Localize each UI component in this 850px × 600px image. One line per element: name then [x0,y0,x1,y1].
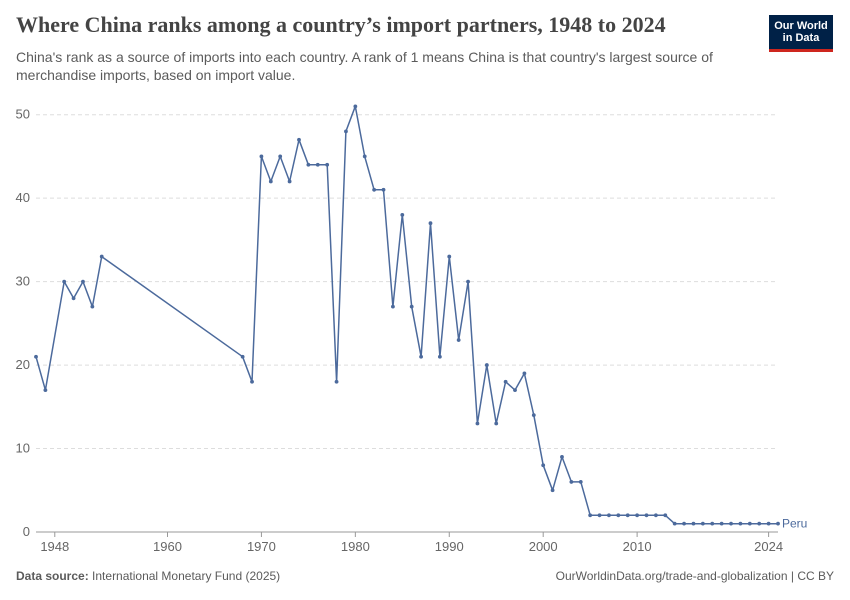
data-source-text[interactable]: International Monetary Fund (2025) [92,569,281,583]
data-point [344,129,348,134]
data-point [456,338,461,342]
data-point [597,513,602,518]
x-tick-label: 2024 [754,539,783,554]
data-point [522,371,527,376]
data-point [616,513,621,518]
data-point [766,521,771,526]
data-point [672,521,677,526]
x-tick-label: 1990 [435,539,464,554]
data-point [635,513,640,518]
data-point [428,221,433,226]
data-point [578,480,583,484]
data-point [419,354,423,359]
data-point [710,521,715,526]
data-point [776,521,780,526]
data-point [250,379,254,384]
data-point [484,363,489,367]
chart-subtitle: China's rank as a source of imports into… [16,49,713,83]
data-point [747,521,752,526]
data-point [278,154,283,159]
data-point [569,480,574,484]
data-point [466,279,470,284]
x-tick-label: 2000 [529,539,558,554]
data-point [334,379,339,384]
data-point [297,137,301,142]
logo-line-2: in Data [782,32,820,44]
x-tick-label: 2010 [623,539,652,554]
data-point [607,513,611,518]
data-point [757,521,762,526]
data-point [588,513,593,518]
owid-logo[interactable]: Our World in Data [769,15,833,52]
y-tick-label: 10 [16,441,30,456]
x-tick-label: 1948 [40,539,69,554]
data-point [268,179,273,184]
data-point [663,513,668,518]
data-point [560,454,564,459]
data-point [691,521,696,526]
y-tick-label: 50 [16,107,30,122]
data-point [90,304,95,309]
data-point [372,187,377,192]
footer-link[interactable]: OurWorldinData.org/trade-and-globalizati… [555,569,834,583]
line-chart: 0 10 20 30 40 50 1948 1960 1970 1980 1990 2000 2010 2… [16,104,807,554]
data-point [400,212,405,217]
data-point [362,154,367,159]
x-tick-label: 1960 [153,539,182,554]
data-source: Data source: International Monetary Fund… [16,569,280,583]
y-tick-label: 40 [16,190,30,205]
data-point [738,521,743,526]
data-point [240,354,245,359]
data-point [43,388,48,393]
data-point [81,279,85,284]
data-point [409,304,414,309]
data-point [381,187,386,192]
data-point [682,521,686,526]
data-point [447,254,452,259]
logo-line-1: Our World [774,20,828,32]
data-point [719,521,724,526]
data-point [353,104,358,109]
y-tick-label: 20 [16,357,30,372]
data-point [700,521,705,526]
data-point [99,254,104,259]
data-point [729,521,733,526]
data-point [541,463,546,468]
chart-title: Where China ranks among a country’s impo… [16,12,666,37]
data-point [287,179,292,184]
data-point [71,296,76,301]
data-point [513,388,517,393]
series-label: Peru [782,517,807,531]
data-point [653,513,658,518]
data-point [315,162,320,167]
data-point [34,354,38,359]
data-point [550,488,555,493]
data-point [259,154,264,159]
data-point [625,513,630,518]
y-tick-label: 0 [23,524,30,539]
x-tick-label: 1970 [247,539,276,554]
y-tick-label: 30 [16,274,30,289]
data-point [644,513,649,518]
data-source-label: Data source: [16,569,89,583]
data-point [62,279,67,284]
series-line-peru [35,105,778,525]
data-point [531,413,536,418]
data-point [494,421,499,426]
data-point [475,421,480,426]
data-point [437,354,442,359]
data-point [325,162,330,167]
data-point [306,162,311,167]
x-tick-label: 1980 [341,539,370,554]
data-point [503,379,508,384]
data-point [391,304,395,309]
